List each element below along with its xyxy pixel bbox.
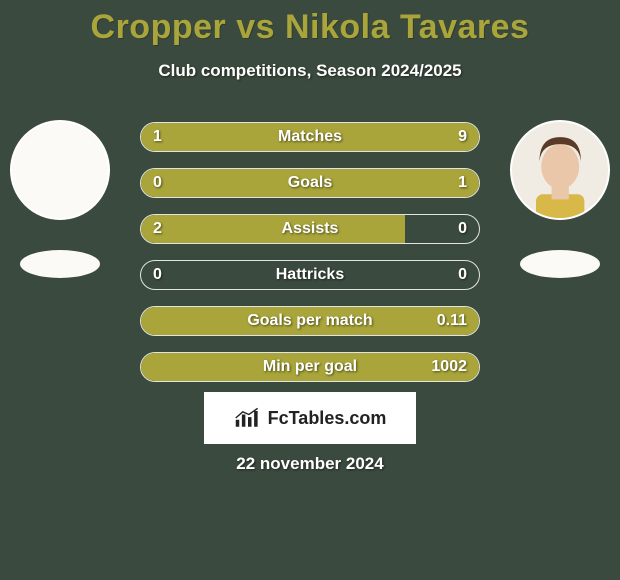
player-right-avatar (510, 120, 610, 220)
stat-label: Goals per match (141, 307, 479, 335)
player-left-column (5, 120, 115, 278)
stat-label: Assists (141, 215, 479, 243)
stats-bars: 1Matches90Goals12Assists00Hattricks0Goal… (140, 122, 480, 398)
person-icon (517, 132, 603, 218)
stat-right-value: 1002 (431, 353, 467, 381)
player-right-column (505, 120, 615, 278)
stat-row: Min per goal1002 (140, 352, 480, 382)
stat-label: Matches (141, 123, 479, 151)
fctables-logo: FcTables.com (204, 392, 416, 444)
footer-date: 22 november 2024 (0, 454, 620, 474)
subtitle: Club competitions, Season 2024/2025 (0, 61, 620, 81)
player-left-club-placeholder (20, 250, 100, 278)
player-left-avatar (10, 120, 110, 220)
stat-row: 0Hattricks0 (140, 260, 480, 290)
stat-right-value: 0.11 (437, 307, 467, 335)
page-title: Cropper vs Nikola Tavares (0, 0, 620, 47)
logo-text: FcTables.com (268, 408, 387, 429)
stat-row: Goals per match0.11 (140, 306, 480, 336)
player-right-club-placeholder (520, 250, 600, 278)
stat-row: 1Matches9 (140, 122, 480, 152)
stat-label: Goals (141, 169, 479, 197)
stat-label: Min per goal (141, 353, 479, 381)
stat-row: 2Assists0 (140, 214, 480, 244)
stat-right-value: 0 (458, 215, 467, 243)
stat-label: Hattricks (141, 261, 479, 289)
stat-right-value: 1 (458, 169, 467, 197)
comparison-infographic: Cropper vs Nikola Tavares Club competiti… (0, 0, 620, 580)
stat-right-value: 9 (458, 123, 467, 151)
stat-right-value: 0 (458, 261, 467, 289)
bar-chart-icon (234, 407, 262, 429)
stat-row: 0Goals1 (140, 168, 480, 198)
